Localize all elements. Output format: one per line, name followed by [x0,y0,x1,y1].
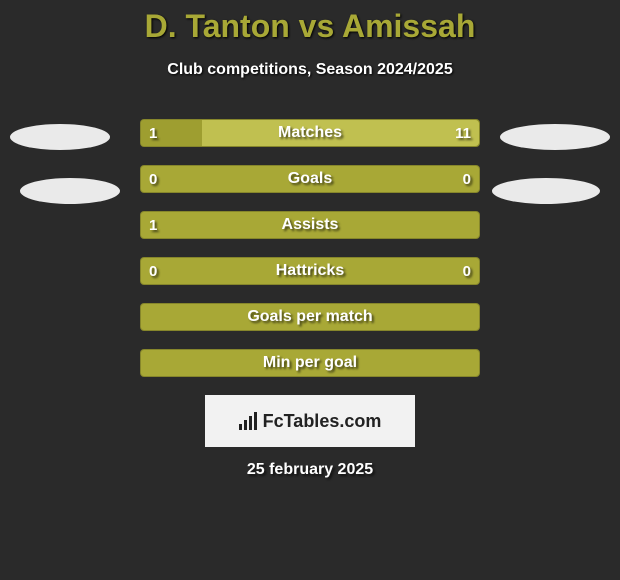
stat-row: Min per goal [140,349,480,377]
fctables-badge[interactable]: FcTables.com [205,395,415,447]
player2-badge-bottom [492,178,600,204]
page-title: D. Tanton vs Amissah [0,0,620,45]
chart-icon [239,412,257,430]
stat-label: Hattricks [141,258,479,284]
stat-label: Goals [141,166,479,192]
date-text: 25 february 2025 [0,461,620,479]
stat-row: Goals per match [140,303,480,331]
fctables-logo: FcTables.com [239,411,382,432]
stat-rows: 111Matches 00Goals 1Assists 00Hattricks Goal… [0,119,620,377]
stat-row: 00Goals [140,165,480,193]
stat-label: Goals per match [141,304,479,330]
stat-row: 111Matches [140,119,480,147]
stat-row: 00Hattricks [140,257,480,285]
stat-label: Min per goal [141,350,479,376]
player1-badge-top [10,124,110,150]
stat-label: Assists [141,212,479,238]
stat-row: 1Assists [140,211,480,239]
player1-badge-bottom [20,178,120,204]
page-subtitle: Club competitions, Season 2024/2025 [0,61,620,79]
stat-label: Matches [141,120,479,146]
player2-badge-top [500,124,610,150]
badge-text: FcTables.com [263,411,382,432]
